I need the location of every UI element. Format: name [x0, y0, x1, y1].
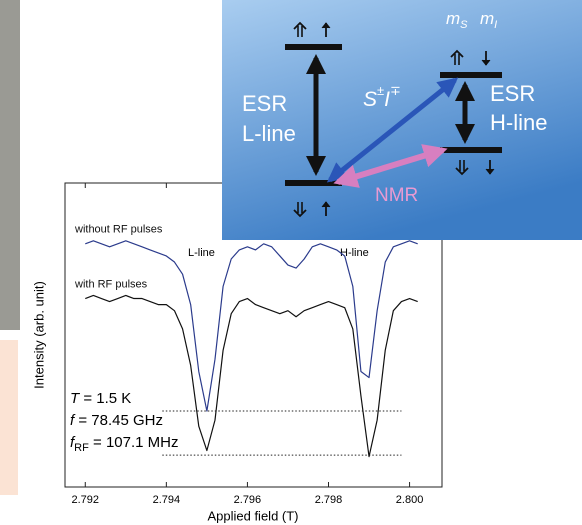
- x-tick-label: 2.800: [396, 494, 424, 506]
- data-line: [85, 240, 418, 412]
- spin-arrow: [485, 168, 495, 175]
- photo-strip: [0, 0, 20, 330]
- spin-arrow: [481, 59, 491, 66]
- series-label: with RF pulses: [74, 278, 148, 290]
- quantum-number: mI: [480, 9, 497, 30]
- esr-label: ESR: [242, 91, 287, 116]
- spin-arrows: [293, 21, 495, 218]
- x-tick-label: 2.794: [153, 494, 181, 506]
- spin-arrow: [293, 21, 307, 30]
- x-tick-label: 2.796: [234, 494, 262, 506]
- quantum-number: mS: [446, 9, 468, 30]
- annotation: L-line: [188, 247, 215, 259]
- x-axis-label: Applied field (T): [207, 508, 298, 523]
- esr-label: L-line: [242, 121, 296, 146]
- side-panel: [0, 340, 18, 495]
- condition: T = 1.5 K: [70, 390, 131, 407]
- y-axis-label: Intensity (arb. unit): [31, 281, 46, 389]
- nmr-transition: [333, 144, 448, 188]
- annotation: H-line: [340, 247, 369, 259]
- series-label: without RF pulses: [74, 224, 163, 236]
- spin-arrow: [293, 209, 307, 218]
- condition: f = 78.45 GHz: [70, 412, 163, 429]
- transition-label: S±I∓: [363, 83, 401, 110]
- spin-arrow: [455, 167, 469, 176]
- x-tick-label: 2.798: [315, 494, 343, 506]
- spin-arrow: [450, 49, 464, 58]
- spin-arrow: [321, 22, 331, 29]
- nmr-label: NMR: [375, 185, 418, 206]
- condition: fRF = 107.1 MHz: [70, 434, 178, 454]
- data-line: [85, 294, 418, 458]
- esr-label: H-line: [490, 110, 547, 135]
- esr-label: ESR: [490, 81, 535, 106]
- inset-diagram: ESR L-line ESR H-line S±I∓ NMR mS mI: [222, 0, 582, 240]
- spin-arrow: [321, 201, 331, 208]
- x-tick-label: 2.792: [72, 494, 100, 506]
